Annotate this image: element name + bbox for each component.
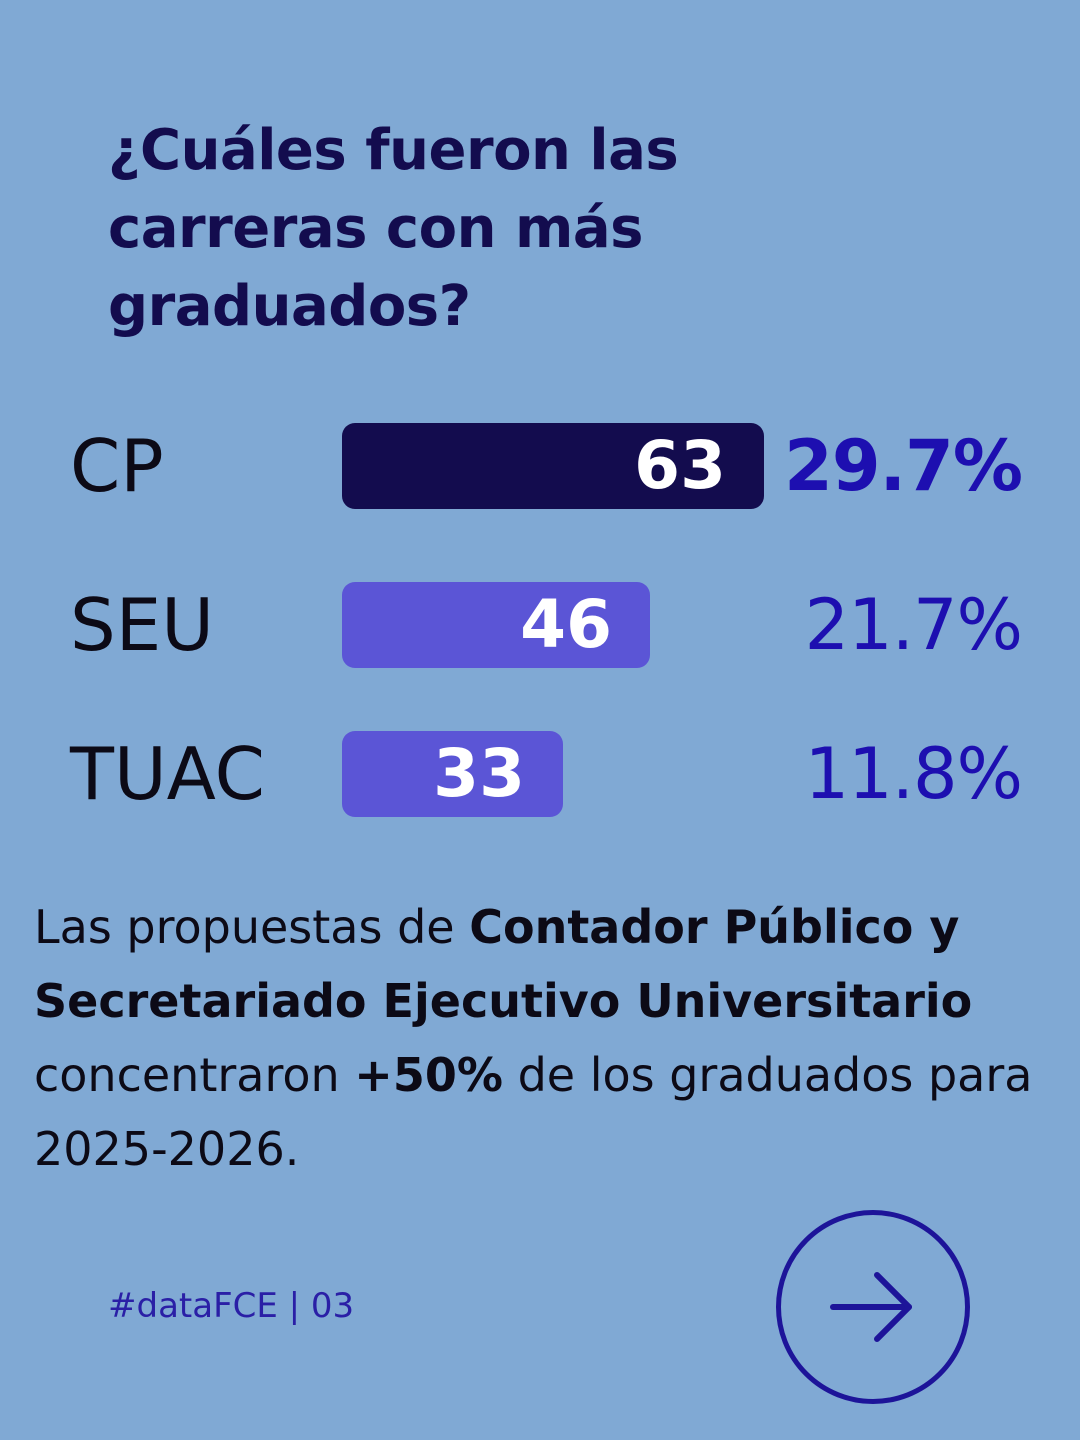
- category-label-seu: SEU: [70, 583, 214, 667]
- category-label-cp: CP: [70, 424, 164, 508]
- page-title: ¿Cuáles fueron las carreras con más grad…: [108, 118, 679, 339]
- summary-bold-percent: +50%: [354, 1048, 503, 1102]
- summary-part-1: Las propuestas de: [34, 900, 470, 954]
- percentage-seu: 21.7%: [804, 584, 1023, 666]
- footer-tag: #dataFCE | 03: [108, 1286, 355, 1326]
- summary-part-2: concentraron: [34, 1048, 355, 1102]
- summary-part-3: de los graduados para 2025-2026.: [34, 1048, 1033, 1176]
- next-button[interactable]: [776, 1210, 970, 1404]
- percentage-cp: 29.7%: [784, 425, 1023, 507]
- summary-text: Las propuestas de Contador Público y Sec…: [34, 890, 1044, 1186]
- summary-bold-careers: Contador Público y Secretariado Ejecutiv…: [34, 900, 973, 1028]
- arrow-right-icon: [830, 1272, 912, 1342]
- bar-cp: 63: [342, 423, 764, 509]
- percentage-tuac: 11.8%: [804, 733, 1023, 815]
- bar-seu: 46: [342, 582, 650, 668]
- bar-tuac: 33: [342, 731, 563, 817]
- category-label-tuac: TUAC: [70, 732, 265, 816]
